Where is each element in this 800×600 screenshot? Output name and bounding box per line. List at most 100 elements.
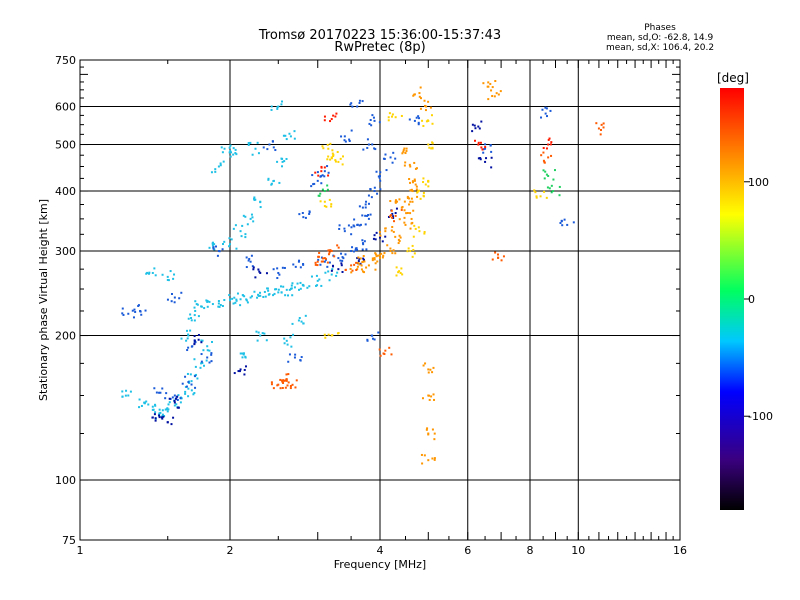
data-point	[330, 118, 333, 121]
data-point	[302, 284, 305, 287]
data-point	[121, 312, 124, 315]
data-point	[164, 408, 167, 411]
data-point	[550, 191, 553, 194]
data-point	[289, 384, 292, 387]
data-point	[222, 160, 225, 163]
data-point	[491, 95, 494, 98]
data-point	[193, 339, 196, 342]
data-point	[256, 141, 259, 144]
data-point	[366, 146, 369, 149]
data-point	[482, 148, 485, 151]
data-point	[158, 416, 161, 419]
data-point	[158, 412, 161, 415]
data-point	[257, 268, 260, 271]
data-point	[480, 146, 483, 149]
data-point	[159, 391, 162, 394]
data-point	[192, 393, 195, 396]
data-point	[355, 269, 358, 272]
data-point	[265, 339, 268, 342]
data-point	[234, 152, 237, 155]
data-point	[491, 86, 494, 89]
data-point	[249, 217, 252, 220]
data-point	[255, 330, 258, 333]
data-point	[389, 215, 392, 218]
data-point	[379, 179, 382, 182]
data-point	[379, 257, 381, 260]
data-point	[336, 332, 339, 335]
data-point	[375, 170, 378, 173]
data-point	[358, 257, 361, 260]
data-point	[186, 372, 189, 375]
data-point	[317, 174, 320, 177]
data-point	[249, 260, 252, 263]
data-point	[423, 104, 426, 107]
data-point	[363, 240, 366, 243]
data-point	[151, 416, 154, 419]
data-point	[153, 267, 156, 270]
data-point	[364, 206, 367, 209]
data-point	[427, 433, 430, 436]
x-tick-label: 4	[377, 544, 384, 557]
data-point	[484, 146, 487, 149]
data-point	[248, 257, 251, 260]
data-point	[203, 364, 206, 367]
data-point	[320, 284, 323, 287]
data-point	[184, 390, 187, 393]
data-point	[171, 396, 174, 399]
data-point	[409, 189, 412, 192]
data-point	[343, 135, 346, 138]
data-point	[471, 123, 474, 126]
data-point	[270, 381, 273, 384]
data-point	[421, 397, 424, 400]
data-point	[232, 302, 235, 305]
data-point	[543, 161, 546, 164]
data-point	[342, 257, 345, 260]
data-point	[297, 319, 300, 322]
data-point	[166, 421, 169, 424]
data-point	[327, 333, 330, 336]
data-point	[484, 147, 487, 150]
data-point	[490, 166, 493, 169]
data-point	[320, 256, 323, 259]
data-point	[392, 216, 395, 219]
data-point	[173, 301, 176, 304]
data-point	[271, 140, 274, 143]
data-point	[325, 205, 328, 208]
data-point	[540, 154, 543, 157]
data-point	[244, 355, 247, 358]
data-point	[298, 288, 301, 291]
data-point	[533, 189, 536, 192]
data-point	[403, 147, 406, 150]
data-point	[246, 223, 249, 226]
data-point	[259, 271, 262, 274]
data-point	[272, 387, 275, 390]
data-point	[362, 270, 365, 273]
data-point	[433, 458, 436, 461]
data-point	[242, 294, 245, 297]
data-point	[387, 119, 390, 122]
data-point	[389, 156, 392, 159]
data-point	[219, 162, 222, 165]
data-point	[323, 190, 326, 193]
data-point	[494, 251, 497, 254]
data-point	[259, 201, 262, 204]
data-point	[391, 215, 394, 218]
data-point	[121, 307, 124, 310]
data-point	[413, 161, 416, 164]
data-point	[212, 247, 215, 250]
data-point	[172, 277, 175, 280]
data-point	[332, 155, 335, 158]
data-point	[270, 105, 273, 108]
data-point	[414, 183, 417, 186]
data-point	[250, 213, 253, 216]
data-point	[178, 297, 181, 300]
data-point	[371, 337, 374, 340]
data-point	[275, 288, 278, 291]
data-point	[129, 390, 132, 393]
data-point	[196, 377, 199, 380]
data-point	[323, 119, 326, 122]
data-point	[194, 375, 197, 378]
data-point	[259, 334, 262, 337]
data-point	[219, 303, 222, 306]
data-point	[242, 214, 245, 217]
